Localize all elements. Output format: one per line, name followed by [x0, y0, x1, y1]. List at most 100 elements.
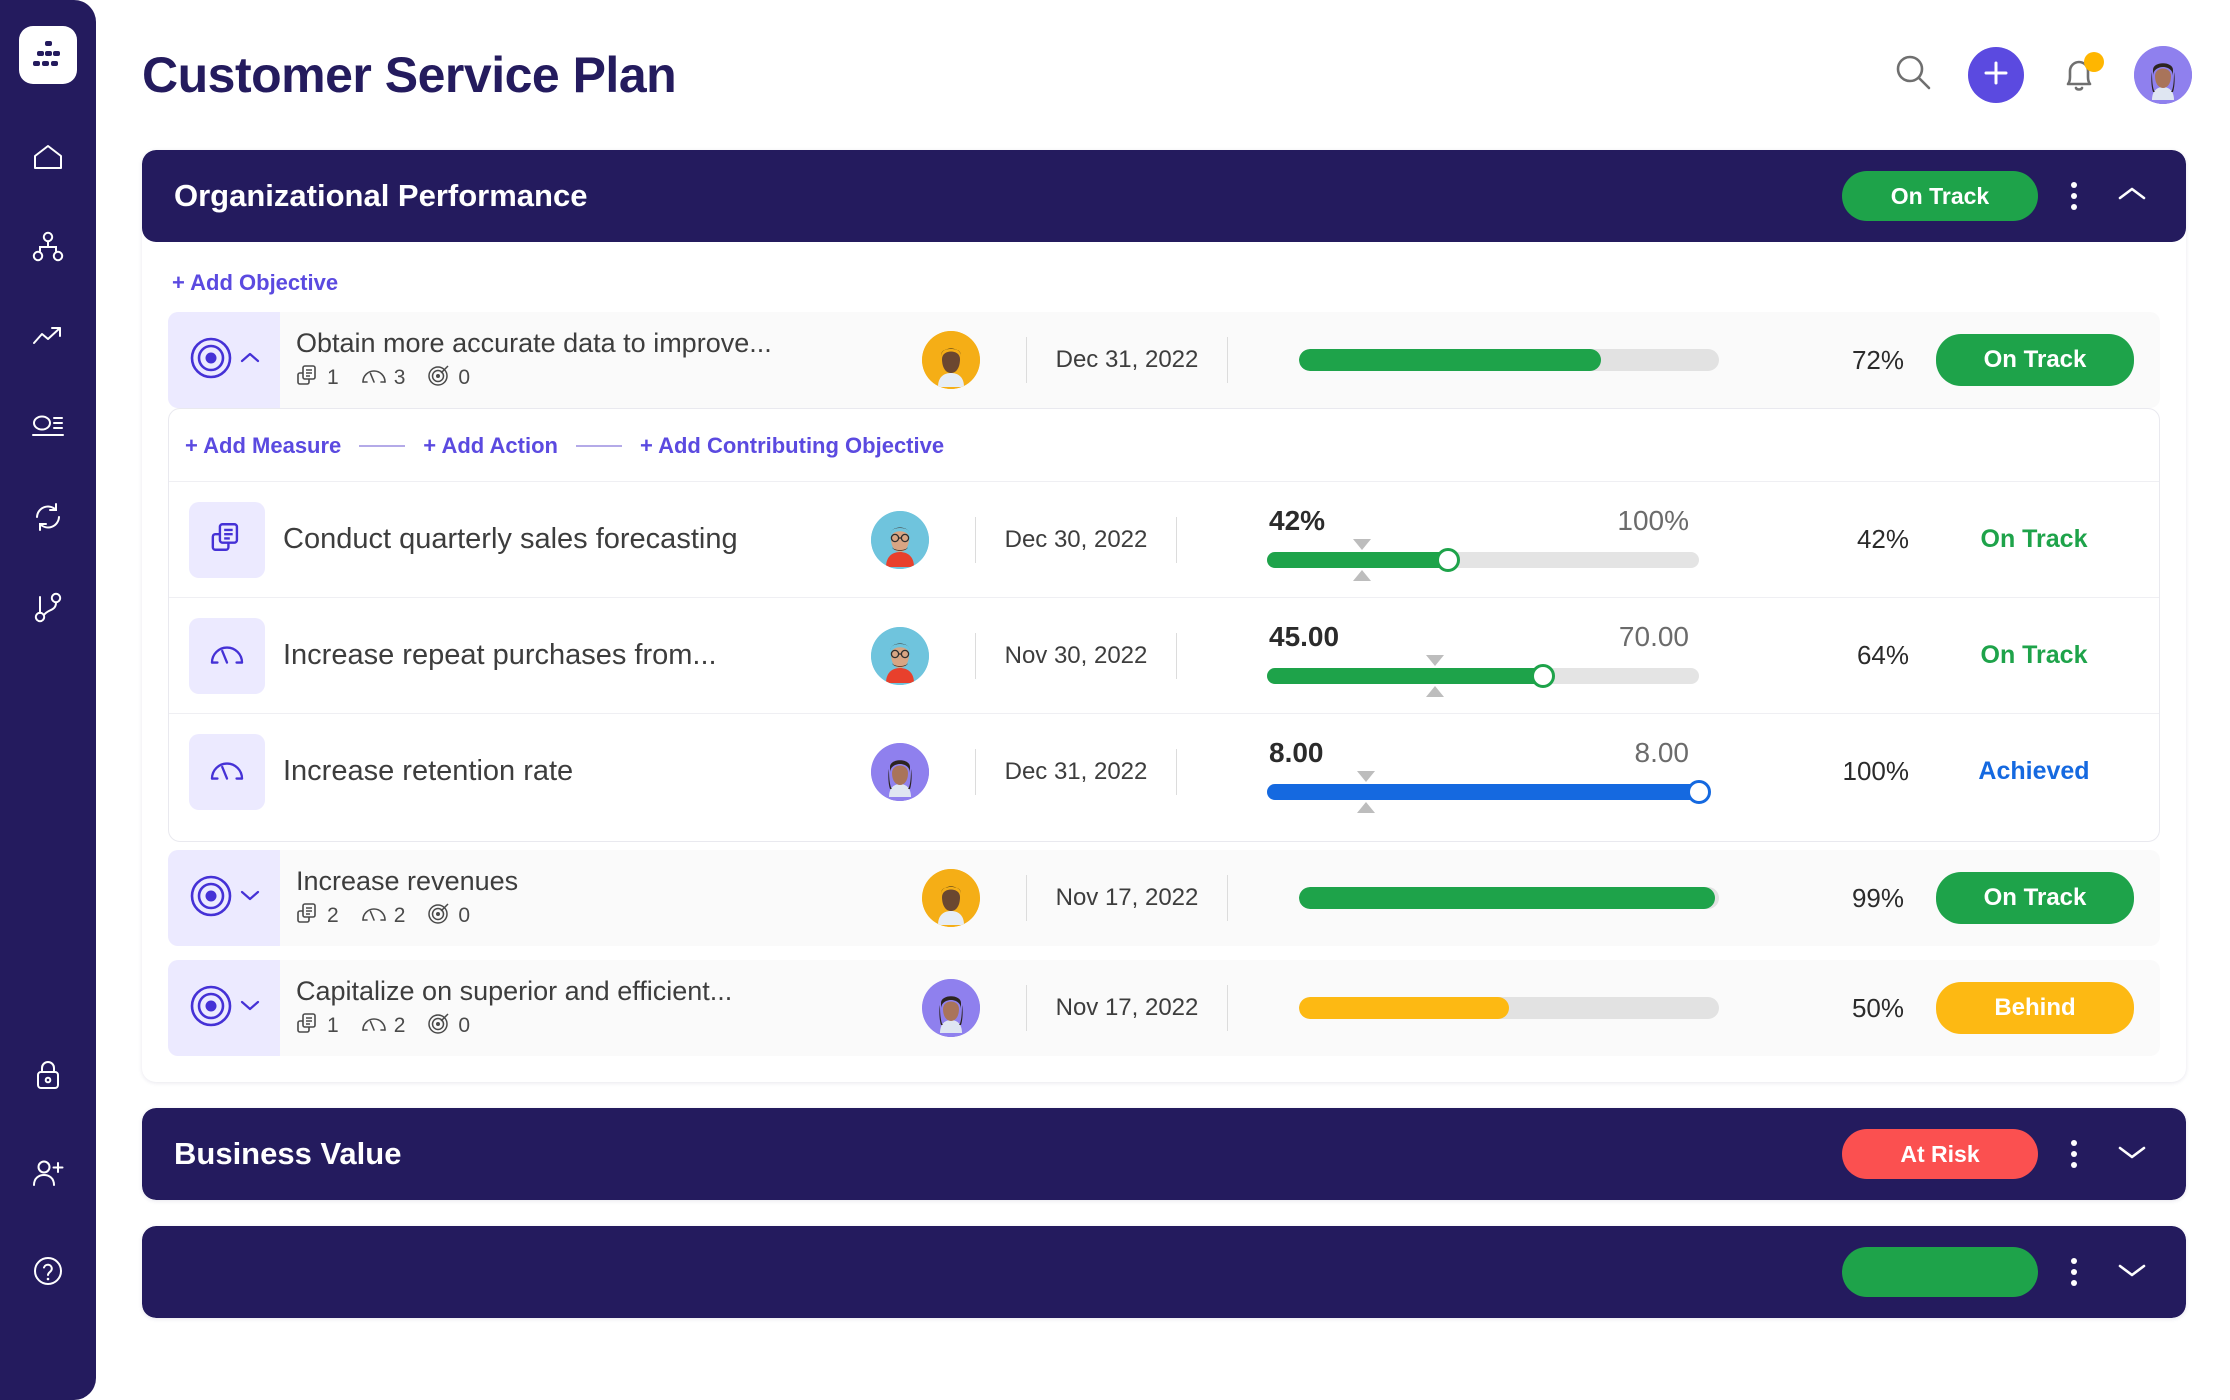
section-status-badge[interactable]	[1842, 1247, 2038, 1297]
section-collapse-button[interactable]	[2108, 172, 2156, 220]
objective-owner[interactable]	[876, 869, 1026, 927]
section-header[interactable]: Business Value At Risk	[142, 1108, 2186, 1200]
measure-target-value: 8.00	[1634, 736, 1690, 768]
add-objective-link[interactable]: + Add Objective	[172, 270, 339, 295]
section-status-badge[interactable]: On Track	[1842, 171, 2038, 221]
gauge-measure-icon	[209, 638, 245, 673]
divider	[975, 748, 976, 795]
separator	[575, 445, 622, 447]
slider-track[interactable]	[1267, 538, 1699, 581]
measure-row[interactable]: Conduct quarterly sales forecasting	[169, 481, 2159, 597]
measure-count: 2	[361, 1012, 405, 1040]
measure-row[interactable]: Increase retention rate	[169, 713, 2159, 829]
user-avatar[interactable]	[2134, 46, 2192, 104]
add-links: + Add Measure + Add Action + Add Contrib…	[169, 409, 2159, 481]
measure-date: Dec 31, 2022	[1004, 757, 1148, 785]
add-measure-link[interactable]: + Add Measure	[185, 433, 342, 458]
sidebar-item-performance[interactable]	[19, 308, 77, 366]
objective-type-toggle[interactable]	[168, 312, 280, 408]
measure-slider[interactable]: 45.00 70.00	[1177, 621, 1789, 697]
objective-owner[interactable]	[876, 331, 1026, 389]
objective-owner[interactable]	[876, 979, 1026, 1037]
dot	[2071, 182, 2077, 188]
app-logo[interactable]	[19, 26, 77, 84]
search-icon	[1892, 52, 1934, 99]
sidebar	[0, 0, 96, 1400]
section-header[interactable]: Organizational Performance On Track	[142, 150, 2186, 242]
action-count: 1	[296, 1011, 339, 1041]
sidebar-item-organization[interactable]	[19, 218, 77, 276]
measure-owner[interactable]	[825, 626, 975, 685]
measure-slider[interactable]: 42% 100%	[1177, 505, 1789, 581]
sidebar-item-security[interactable]	[19, 1046, 77, 1104]
section-header[interactable]	[142, 1226, 2186, 1318]
section-expand-button[interactable]	[2108, 1248, 2156, 1296]
add-button[interactable]	[1968, 47, 2024, 103]
home-icon	[31, 142, 65, 172]
add-action-link[interactable]: + Add Action	[423, 433, 558, 458]
sidebar-item-invite-user[interactable]	[19, 1144, 77, 1202]
measure-owner[interactable]	[825, 510, 975, 569]
measure-type-icon-tile[interactable]	[189, 617, 265, 694]
objective-progress-label: 72%	[1851, 344, 1904, 375]
objective-row[interactable]: Capitalize on superior and efficient...	[168, 960, 2160, 1056]
objective-row[interactable]: Obtain more accurate data to improve...	[168, 312, 2160, 408]
objective-name: Capitalize on superior and efficient...	[296, 975, 733, 1006]
measure-name: Increase repeat purchases from...	[283, 639, 717, 671]
sidebar-item-home[interactable]	[19, 128, 77, 186]
slider-handle[interactable]	[1436, 547, 1461, 572]
status-badge[interactable]: On Track	[1936, 872, 2134, 924]
slider-track[interactable]	[1267, 770, 1711, 813]
search-button[interactable]	[1892, 52, 1934, 99]
notifications-button[interactable]	[2058, 52, 2104, 97]
objective-date: Dec 31, 2022	[1055, 346, 1199, 373]
measure-status: On Track	[1980, 641, 2088, 669]
measure-type-icon-tile[interactable]	[189, 501, 265, 578]
measures-panel: + Add Measure + Add Action + Add Contrib…	[168, 408, 2160, 842]
sidebar-item-reports[interactable]	[19, 398, 77, 456]
section-expand-button[interactable]	[2108, 1130, 2156, 1178]
action-document-icon	[296, 363, 320, 393]
divider	[1176, 516, 1177, 563]
sidebar-item-help[interactable]	[19, 1242, 77, 1300]
avatar	[871, 510, 929, 569]
divider	[1227, 985, 1228, 1031]
slider-handle[interactable]	[1687, 779, 1711, 804]
objective-main: Obtain more accurate data to improve...	[280, 312, 2160, 408]
org-chart-icon	[31, 231, 65, 263]
sidebar-item-cycles[interactable]	[19, 488, 77, 546]
sidebar-item-alignment[interactable]	[19, 578, 77, 636]
add-contributing-objective-link[interactable]: + Add Contributing Objective	[639, 433, 945, 458]
avatar	[922, 869, 980, 927]
plus-icon	[1982, 59, 2010, 92]
section-more-button[interactable]	[2050, 1130, 2098, 1178]
status-badge[interactable]: On Track	[1936, 334, 2134, 386]
target-marker-bottom	[1426, 685, 1445, 697]
objective-counts: 1	[296, 363, 876, 393]
measure-slider[interactable]: 8.00 8.00	[1177, 737, 1789, 813]
measure-row[interactable]: Increase repeat purchases from...	[169, 597, 2159, 713]
divider	[1176, 748, 1177, 795]
objective-type-toggle[interactable]	[168, 850, 280, 946]
measure-type-icon-tile[interactable]	[189, 733, 265, 810]
measure-date: Nov 30, 2022	[1004, 641, 1148, 669]
slider-track[interactable]	[1267, 654, 1699, 697]
objective-counts: 1	[296, 1011, 876, 1041]
objective-type-toggle[interactable]	[168, 960, 280, 1056]
section-status-badge[interactable]: At Risk	[1842, 1129, 2038, 1179]
content: Organizational Performance On Track	[96, 150, 2230, 1318]
measure-owner[interactable]	[825, 742, 975, 801]
objective-progress	[1228, 997, 1790, 1019]
slider-handle[interactable]	[1531, 663, 1556, 688]
section-more-button[interactable]	[2050, 172, 2098, 220]
status-badge[interactable]: Behind	[1936, 982, 2134, 1034]
trending-up-icon	[31, 323, 65, 351]
slider-track-wrap	[1267, 654, 1699, 697]
action-count-value: 1	[327, 1013, 339, 1037]
lock-icon	[33, 1059, 63, 1091]
progress-bar	[1299, 349, 1719, 371]
objective-row[interactable]: Increase revenues	[168, 850, 2160, 946]
slider-labels: 8.00 8.00	[1269, 737, 1689, 769]
section-more-button[interactable]	[2050, 1248, 2098, 1296]
slider-track-wrap	[1267, 770, 1711, 813]
